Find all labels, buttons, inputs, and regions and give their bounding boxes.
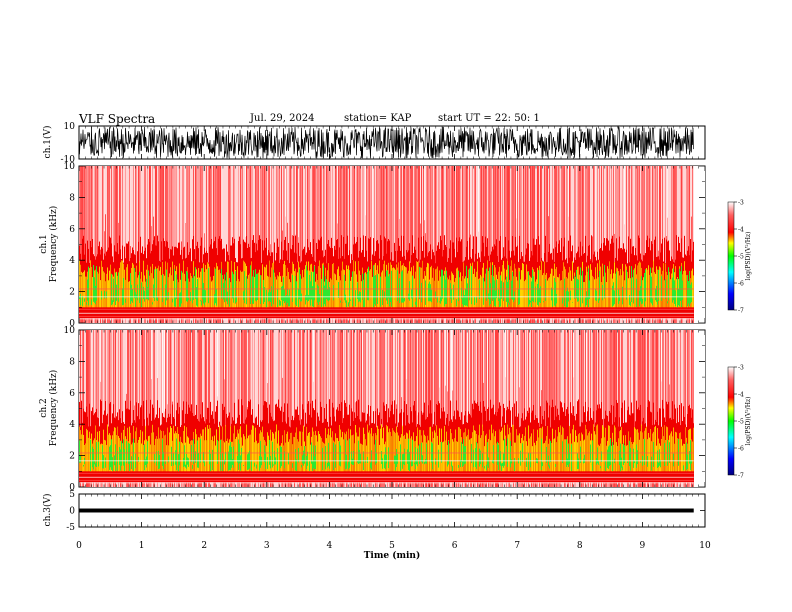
chart-title: VLF Spectra [79,112,156,126]
ch1-colorbar-label: log(PSD)(V²/Hz) [745,232,752,281]
colorbar-tick-label: -4 [738,227,744,234]
y-tick-label: 10 [64,122,76,132]
colorbar-tick-label: -3 [738,365,744,372]
y-tick-label: 8 [69,193,75,203]
y-tick-label: 0 [69,507,75,517]
ch2-spectrogram-channel: ch.2 [39,398,49,417]
ch2-colorbar: -3 -4 -5 -6 -7 log(PSD)(V²/Hz) [727,365,752,480]
start-time-label: start UT = 22: 50: 1 [438,113,540,124]
x-tick-label: 10 [699,541,711,551]
colorbar-tick-label: -4 [738,392,744,399]
colorbar-tick-label: -7 [738,473,744,480]
x-axis-label: Time (min) [364,550,421,561]
y-tick-label: 10 [64,326,76,336]
colorbar-tick-label: -3 [738,200,744,207]
y-tick-label: -5 [66,523,75,533]
x-tick-label: 2 [201,541,207,551]
y-tick-label: 2 [69,288,75,298]
colorbar-tick-label: -5 [738,254,744,261]
y-tick-label: 2 [69,452,75,462]
ch2-spectrogram-ylabel: Frequency (kHz) [48,370,59,447]
ch1-spectrogram [79,166,705,323]
x-tick-label: 3 [264,541,270,551]
ch2-spectrogram [79,330,705,487]
ch1-spectrogram-channel: ch.1 [39,234,49,253]
y-tick-label: 10 [64,162,76,172]
y-tick-label: 0 [69,483,75,493]
ch1-spectrogram-ylabel: Frequency (kHz) [48,206,59,283]
date-label: Jul. 29, 2024 [250,113,315,124]
ch3-waveform [79,508,694,513]
x-tick-label: 4 [327,541,333,551]
ch1-waveform-ylabel: ch.1(V) [42,126,53,159]
ch1-waveform [78,126,694,160]
y-tick-label: -10 [61,155,76,165]
y-tick-label: 4 [69,420,75,430]
y-tick-label: 6 [69,225,75,235]
y-tick-label: 6 [69,389,75,399]
colorbar-tick-label: -6 [738,446,744,453]
ch1-colorbar: -3 -4 -5 -6 -7 log(PSD)(V²/Hz) [727,200,752,315]
x-tick-label: 0 [76,541,82,551]
colorbar-tick-label: -5 [738,419,744,426]
x-tick-label: 6 [452,541,458,551]
colorbar-tick-label: -7 [738,308,744,315]
y-tick-label: 0 [69,319,75,329]
y-tick-label: 4 [69,256,75,266]
colorbar-tick-label: -6 [738,281,744,288]
x-tick-label: 7 [514,541,520,551]
x-tick-label: 1 [139,541,145,551]
ch2-colorbar-label: log(PSD)(V²/Hz) [745,397,752,446]
y-tick-label: 8 [69,357,75,367]
x-tick-label: 8 [577,541,583,551]
station-label: station= KAP [344,113,412,124]
y-tick-label: 5 [69,490,75,500]
x-tick-label: 5 [389,541,395,551]
ch3-waveform-ylabel: ch.3(V) [42,494,53,527]
x-tick-label: 9 [640,541,646,551]
